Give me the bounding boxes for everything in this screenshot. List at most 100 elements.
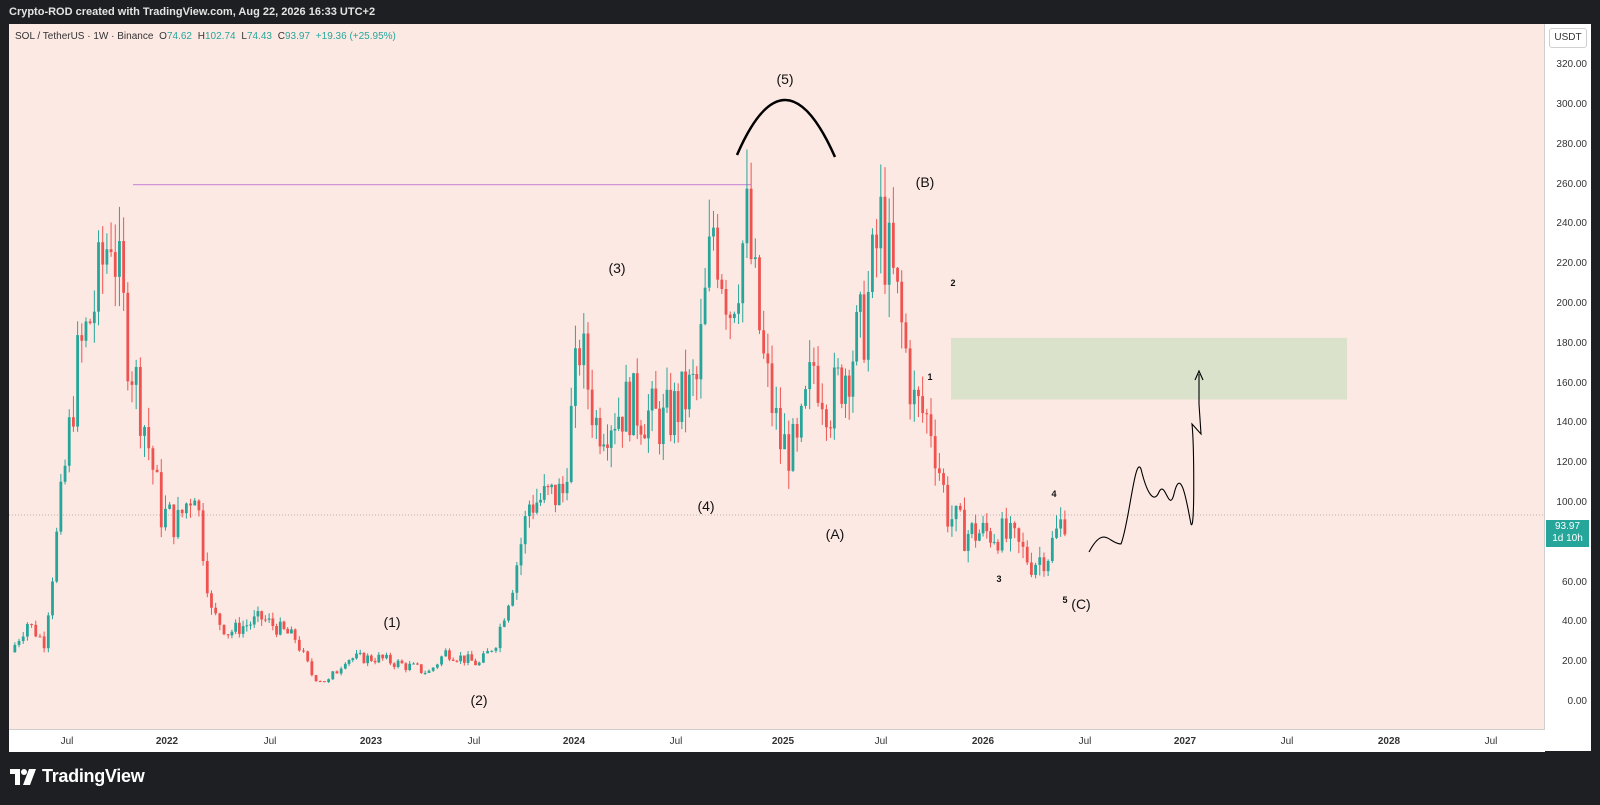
- candle-body: [51, 581, 54, 616]
- candle-body: [366, 655, 370, 664]
- candle-body: [164, 508, 167, 528]
- candle-body: [435, 664, 439, 668]
- candle-body: [658, 408, 661, 445]
- candle-body: [498, 626, 502, 649]
- candle-body: [331, 671, 335, 680]
- candle-body: [770, 363, 774, 414]
- candle-body: [105, 249, 109, 265]
- candle-body: [887, 222, 891, 285]
- candle-body: [720, 279, 724, 289]
- candle-body: [118, 241, 121, 277]
- candle-body: [855, 311, 859, 362]
- candle-body: [490, 650, 494, 652]
- candle-body: [1046, 560, 1050, 572]
- candle-body: [1055, 528, 1058, 538]
- footer-bar: TradingView: [0, 752, 1600, 805]
- candle-body: [362, 652, 366, 664]
- currency-button[interactable]: USDT: [1549, 28, 1587, 48]
- candle-body: [134, 366, 138, 385]
- candle-body: [271, 618, 275, 627]
- time-tick-label: Jul: [263, 736, 277, 747]
- tradingview-logo-icon: [10, 768, 36, 785]
- wave-label-2: (2): [470, 692, 488, 708]
- candle-body: [598, 417, 602, 447]
- price-tick-label: 320.00: [1556, 59, 1587, 71]
- candle-body: [214, 607, 218, 614]
- candle-body: [155, 469, 159, 473]
- candle-body: [737, 303, 740, 314]
- candle-body: [97, 242, 100, 312]
- subwave-label-4: 4: [1051, 489, 1057, 499]
- candle-body: [306, 651, 310, 662]
- time-tick-label: 2024: [562, 736, 586, 747]
- candle-body: [590, 389, 594, 426]
- candle-body: [691, 373, 695, 375]
- candle-body: [539, 499, 542, 503]
- candle-body: [286, 628, 290, 634]
- legend-symbol: SOL / TetherUS · 1W · Binance: [15, 31, 154, 42]
- candle-body: [385, 654, 388, 659]
- price-tick-label: 240.00: [1556, 218, 1587, 230]
- price-tick-label: 100.00: [1556, 497, 1587, 508]
- candle-body: [741, 243, 745, 304]
- candle-body: [302, 650, 305, 652]
- candle-body: [787, 434, 791, 471]
- candle-body: [542, 486, 546, 500]
- candle-body: [507, 605, 510, 621]
- candle-body: [419, 664, 423, 674]
- candle-body: [444, 650, 448, 657]
- candle-body: [609, 430, 613, 448]
- candle-body: [400, 660, 404, 664]
- candle-body: [76, 335, 80, 427]
- candle-body: [1030, 562, 1033, 575]
- subwave-label-2: 2: [950, 278, 956, 288]
- candle-body: [974, 523, 978, 541]
- candle-body: [249, 624, 252, 626]
- candle-body: [462, 655, 466, 663]
- candle-body: [966, 533, 970, 551]
- legend-low-value: 74.43: [246, 31, 272, 42]
- candle-body: [88, 321, 92, 324]
- candle-body: [840, 367, 844, 404]
- candle-body: [574, 348, 577, 406]
- candle-body: [63, 465, 67, 482]
- candle-body: [34, 624, 38, 637]
- candle-body: [423, 672, 427, 674]
- candle-body: [168, 504, 172, 509]
- candle-body: [122, 241, 126, 293]
- candle-body: [339, 668, 343, 674]
- candle-body: [377, 654, 381, 663]
- candle-body: [470, 654, 474, 661]
- price-axis[interactable]: USDT 320.00 300.00 280.00 260.00 240.00 220.0…: [1544, 24, 1591, 751]
- candle-body: [970, 523, 974, 534]
- wave-label-5: (5): [776, 71, 794, 87]
- candle-body: [278, 621, 282, 635]
- candle-body: [1034, 564, 1037, 575]
- candle-body: [1059, 519, 1063, 529]
- time-axis[interactable]: Jul 2022 Jul 2023 Jul 2024 Jul 2025 Jul 2026 Jul 20…: [9, 729, 1545, 752]
- candle-body: [237, 622, 241, 634]
- tradingview-logo[interactable]: TradingView: [10, 766, 145, 787]
- time-tick-label: Jul: [60, 736, 74, 747]
- chart-pane[interactable]: SOL / TetherUS · 1W · Binance O74.62 H10…: [9, 24, 1545, 751]
- candle-body: [381, 654, 385, 659]
- candle-body: [958, 505, 962, 510]
- candle-body: [749, 188, 753, 260]
- candle-body: [646, 410, 650, 439]
- candle-body: [59, 481, 63, 532]
- price-tick-label: 160.00: [1556, 377, 1587, 389]
- price-tick-label: 60.00: [1561, 576, 1587, 588]
- candle-body: [511, 592, 515, 606]
- candle-body: [159, 472, 163, 528]
- candle-body: [624, 381, 628, 432]
- candle-body: [466, 654, 470, 663]
- candle-body: [373, 660, 377, 663]
- candle-body: [977, 533, 981, 541]
- candle-body: [13, 644, 17, 653]
- candle-body: [486, 651, 489, 654]
- candlestick-plot[interactable]: [9, 24, 1545, 729]
- candle-body: [791, 424, 795, 471]
- candle-body: [252, 616, 256, 625]
- candle-body: [84, 321, 88, 341]
- candle-body: [707, 236, 711, 288]
